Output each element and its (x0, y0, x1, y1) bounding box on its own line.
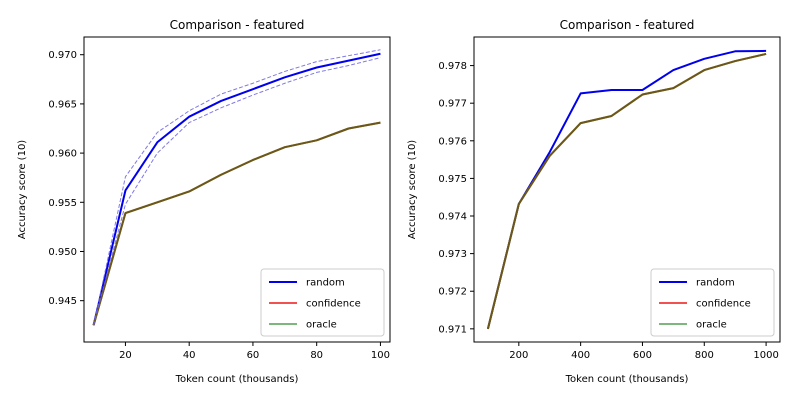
legend-label-oracle: oracle (306, 320, 337, 331)
axes-frame (473, 36, 781, 343)
y-tick-label: 0.978 (438, 61, 467, 72)
legend-label-oracle: oracle (696, 320, 727, 331)
series-line-random (92, 52, 381, 326)
y-tick-label: 0.976 (438, 136, 467, 147)
y-tick-label: 0.973 (438, 249, 467, 260)
chart-title: Comparison - featured (560, 18, 695, 32)
x-tick-label: 40 (183, 350, 196, 361)
x-tick-label: 1000 (753, 350, 778, 361)
x-tick-label: 60 (247, 350, 260, 361)
y-tick-label: 0.960 (48, 149, 77, 160)
y-axis-label: Accuracy score (10) (407, 140, 418, 240)
x-tick-label: 800 (695, 350, 714, 361)
x-axis-label: Token count (thousands) (565, 374, 689, 385)
x-axis-label: Token count (thousands) (175, 374, 299, 385)
y-axis-label: Accuracy score (10) (17, 140, 28, 240)
series-line-random (486, 49, 767, 330)
x-tick-label: 400 (571, 350, 590, 361)
x-tick-label: 600 (633, 350, 652, 361)
y-tick-label: 0.975 (438, 174, 467, 185)
legend-label-random: random (696, 278, 735, 289)
y-tick-label: 0.970 (48, 50, 77, 61)
x-tick-label: 100 (371, 350, 390, 361)
y-tick-label: 0.972 (438, 287, 467, 298)
y-tick-label: 0.974 (438, 212, 467, 223)
x-tick-label: 20 (119, 350, 132, 361)
x-tick-label: 80 (310, 350, 323, 361)
y-tick-label: 0.955 (48, 198, 77, 209)
series-line-overlap (92, 121, 381, 326)
legend-box (260, 268, 385, 337)
axes-frame (83, 36, 391, 343)
band-upper-line (93, 49, 381, 326)
legend-box (650, 268, 775, 337)
y-tick-label: 0.945 (48, 296, 77, 307)
chart-title: Comparison - featured (170, 18, 305, 32)
y-tick-label: 0.950 (48, 247, 77, 258)
series-line-overlap (486, 52, 767, 330)
chart-panel-right: Comparison - featured 200 400 600 800 1000 0.9… (407, 18, 781, 385)
y-tick-label: 0.971 (438, 324, 467, 335)
legend-label-confidence: confidence (696, 299, 751, 310)
y-tick-label: 0.977 (438, 99, 467, 110)
legend-label-random: random (306, 278, 345, 289)
x-tick-label: 200 (509, 350, 528, 361)
chart-panel-left: Comparison - featured 20 40 60 80 100 0.945 0.9… (17, 18, 391, 385)
y-tick-label: 0.965 (48, 99, 77, 110)
legend-label-confidence: confidence (306, 299, 361, 310)
